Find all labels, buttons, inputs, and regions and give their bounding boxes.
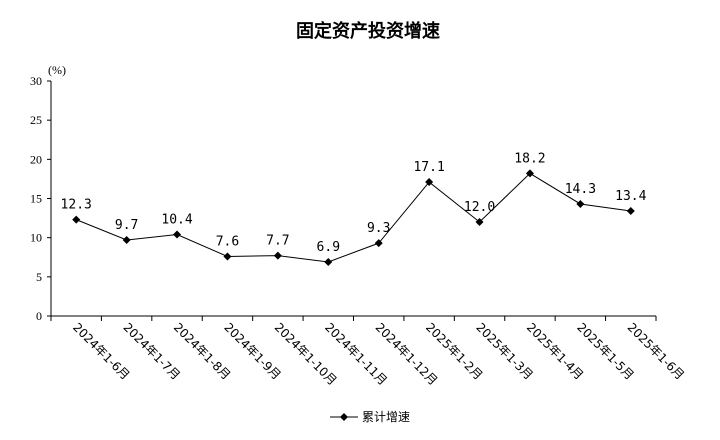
data-label: 14.3 [565,182,596,197]
data-point [72,215,81,224]
series-marks: 12.3 9.7 10.4 7.6 7.7 6.9 9.3 17.1 12.0 18.2 14.3 1… [61,151,647,266]
y-tick-label: 30 [30,74,42,88]
data-point [425,178,434,187]
data-label: 6.9 [317,240,340,255]
data-point [122,236,131,245]
y-tick-label: 25 [30,113,42,127]
data-point [576,199,585,208]
data-point [273,251,282,260]
series-line [76,172,631,263]
data-point [374,239,383,248]
y-tick-label: 20 [30,152,42,166]
data-label: 17.1 [413,160,444,175]
data-point [223,252,232,261]
data-point [173,230,182,239]
y-tick-label: 0 [36,309,42,323]
data-label: 12.3 [61,198,92,213]
data-point [475,218,484,226]
data-label: 10.4 [161,213,192,228]
y-tick-label: 15 [30,192,42,206]
legend-marker [340,413,348,421]
y-tick-label: 10 [30,231,42,245]
data-point [324,257,333,266]
y-unit-label: (%) [48,63,66,77]
data-label: 7.7 [266,234,289,249]
legend: 累计增速 [330,410,410,424]
data-label: 18.2 [514,151,545,166]
chart-title: 固定资产投资增速 [296,20,440,42]
data-label: 12.0 [464,200,495,215]
y-tick-label: 5 [36,270,42,284]
data-label: 13.4 [615,189,646,204]
data-label: 7.6 [216,234,239,249]
legend-label: 累计增速 [362,410,410,424]
data-point [525,169,534,178]
data-label: 9.7 [115,218,138,233]
data-label: 9.3 [367,221,390,236]
data-point [626,207,635,216]
